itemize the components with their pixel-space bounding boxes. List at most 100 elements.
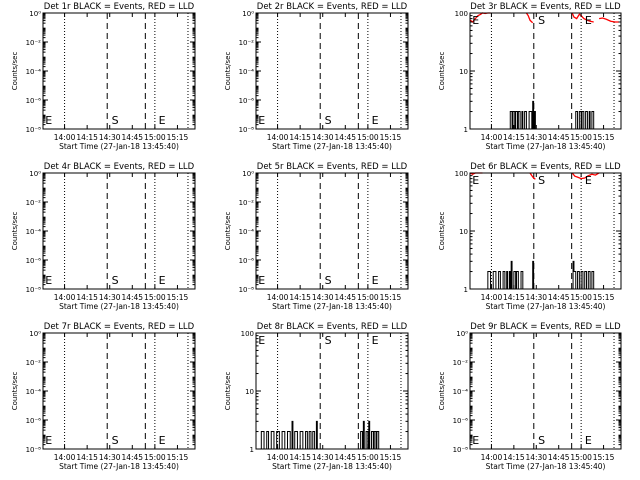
x-tick-label: 15:15: [167, 293, 189, 302]
y-tick-label: 10⁻⁴: [239, 68, 255, 76]
marker-e: E: [472, 174, 479, 187]
x-tick-label: 15:15: [593, 133, 615, 142]
y-tick-label: 10⁻⁴: [26, 388, 42, 396]
y-tick-label: 10⁻²: [26, 359, 42, 367]
marker-s: S: [325, 274, 332, 287]
x-tick-label: 15:00: [144, 293, 166, 302]
x-tick-label: 14:45: [334, 133, 356, 142]
x-tick-label: 15:00: [144, 453, 166, 462]
y-tick-label: 10⁻⁸: [26, 126, 42, 134]
y-tick-label: 10⁰: [29, 10, 41, 18]
x-tick-label: 14:15: [289, 133, 311, 142]
plot-frame: [255, 12, 409, 130]
y-tick-label: 10⁻²: [239, 39, 255, 47]
panel-title: Det 4r BLACK = Events, RED = LLD: [44, 162, 195, 172]
y-tick-label: 10⁻⁸: [26, 286, 42, 294]
y-axis-label: Counts/sec: [438, 212, 446, 251]
y-tick-label: 10⁻⁶: [239, 97, 255, 105]
y-axis-label: Counts/sec: [224, 372, 232, 411]
x-tick-label: 15:00: [570, 453, 592, 462]
marker-e: E: [472, 434, 479, 447]
plot-frame: [469, 332, 622, 450]
x-tick-label: 14:45: [334, 293, 356, 302]
x-tick-label: 14:15: [76, 293, 98, 302]
panel-title: Det 2r BLACK = Events, RED = LLD: [257, 2, 408, 12]
x-axis-label: Start Time (27-Jan-18 13:45:40): [59, 462, 179, 471]
x-tick-label: 14:30: [99, 133, 121, 142]
panel-title: Det 8r BLACK = Events, RED = LLD: [257, 322, 408, 332]
panel-title: Det 5r BLACK = Events, RED = LLD: [257, 162, 408, 172]
marker-s: S: [325, 334, 332, 347]
x-tick-label: 15:15: [593, 293, 615, 302]
y-tick-label: 10: [459, 228, 468, 236]
marker-e: E: [159, 434, 166, 447]
plot-frame: [42, 12, 196, 130]
y-tick-label: 1: [250, 446, 254, 454]
y-tick-label: 10⁰: [242, 170, 254, 178]
marker-e: E: [472, 14, 479, 27]
marker-s: S: [538, 14, 545, 27]
x-tick-label: 14:45: [548, 453, 570, 462]
marker-s: S: [112, 274, 119, 287]
x-tick-label: 15:00: [570, 133, 592, 142]
x-tick-label: 14:45: [121, 453, 143, 462]
marker-e: E: [45, 114, 52, 127]
x-tick-label: 15:15: [380, 293, 402, 302]
y-tick-label: 10: [245, 388, 254, 396]
plot-frame: [469, 12, 622, 130]
plot-frame: [42, 172, 196, 290]
panel-det-3r: Det 3r BLACK = Events, RED = LLD E S E 14:00…: [438, 2, 622, 151]
x-tick-label: 14:30: [525, 453, 547, 462]
x-tick-label: 14:30: [525, 133, 547, 142]
y-axis-label: Counts/sec: [224, 52, 232, 91]
marker-e: E: [585, 14, 592, 27]
x-axis-label: Start Time (27-Jan-18 13:45:40): [486, 462, 606, 471]
y-tick-label: 10⁰: [29, 330, 41, 338]
y-tick-label: 10⁻²: [453, 359, 469, 367]
y-axis-label: Counts/sec: [11, 52, 19, 91]
x-axis-label: Start Time (27-Jan-18 13:45:40): [272, 302, 392, 311]
x-tick-label: 14:30: [312, 293, 334, 302]
y-tick-label: 1: [464, 286, 468, 294]
marker-e: E: [258, 274, 265, 287]
x-tick-label: 14:15: [289, 293, 311, 302]
x-tick-label: 14:30: [312, 453, 334, 462]
lld-series-line: [571, 172, 600, 180]
x-tick-label: 14:45: [121, 293, 143, 302]
y-tick-label: 10⁻⁴: [26, 68, 42, 76]
y-tick-label: 10⁻²: [239, 199, 255, 207]
panel-title: Det 3r BLACK = Events, RED = LLD: [470, 2, 621, 12]
x-axis-label: Start Time (27-Jan-18 13:45:40): [272, 462, 392, 471]
x-tick-label: 14:00: [267, 293, 289, 302]
x-tick-label: 15:00: [144, 133, 166, 142]
y-tick-label: 10⁻⁶: [26, 417, 42, 425]
x-axis-label: Start Time (27-Jan-18 13:45:40): [59, 142, 179, 151]
panel-title: Det 9r BLACK = Events, RED = LLD: [470, 322, 621, 332]
y-tick-label: 10⁻⁴: [239, 228, 255, 236]
x-axis-label: Start Time (27-Jan-18 13:45:40): [59, 302, 179, 311]
x-tick-label: 14:15: [503, 133, 525, 142]
events-series-line: [531, 260, 535, 290]
x-tick-label: 14:15: [76, 133, 98, 142]
x-tick-label: 14:30: [525, 293, 547, 302]
events-series-line: [509, 100, 536, 130]
y-tick-label: 10⁻⁴: [26, 228, 42, 236]
events-series-line: [359, 420, 380, 450]
y-tick-label: 10⁻⁸: [239, 286, 255, 294]
y-tick-label: 10⁻²: [26, 39, 42, 47]
y-tick-label: 10⁻⁶: [453, 417, 469, 425]
marker-e: E: [258, 334, 265, 347]
lld-series-line: [529, 172, 536, 180]
lld-series-line: [598, 17, 619, 23]
y-tick-label: 10⁻²: [26, 199, 42, 207]
y-tick-label: 10⁻⁶: [239, 257, 255, 265]
x-tick-label: 15:15: [380, 133, 402, 142]
x-tick-label: 14:15: [503, 293, 525, 302]
y-tick-label: 1: [464, 126, 468, 134]
x-axis-label: Start Time (27-Jan-18 13:45:40): [272, 142, 392, 151]
x-tick-label: 14:00: [267, 453, 289, 462]
marker-e: E: [45, 274, 52, 287]
